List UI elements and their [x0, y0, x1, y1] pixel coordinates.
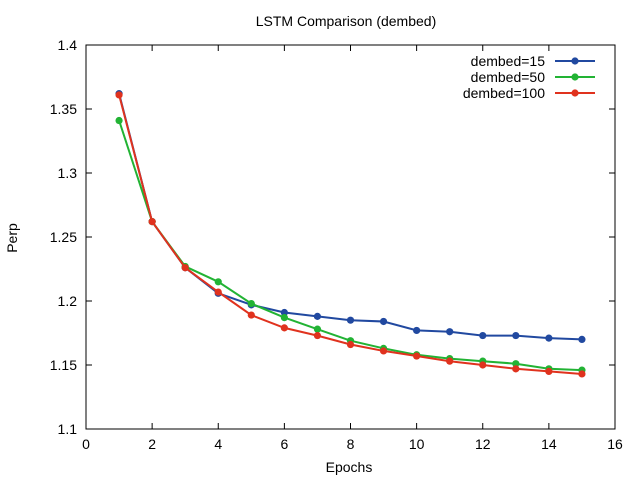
data-point — [379, 317, 388, 326]
legend-marker — [571, 73, 579, 81]
series-3 — [115, 91, 586, 378]
legend-label: dembed=50 — [471, 69, 546, 85]
data-point — [247, 311, 255, 319]
data-point — [379, 347, 388, 355]
data-point — [313, 331, 322, 340]
plot-frame — [85, 44, 616, 430]
data-point — [115, 116, 123, 125]
data-point — [413, 352, 421, 360]
x-tick-label: 4 — [214, 436, 222, 452]
data-point — [578, 335, 586, 343]
data-point — [280, 324, 288, 332]
x-tick-label: 2 — [148, 436, 156, 452]
x-axis-label: Epochs — [326, 459, 373, 475]
data-point — [148, 218, 156, 226]
legend-label: dembed=15 — [471, 53, 546, 69]
series-1 — [115, 90, 586, 343]
legend-marker — [571, 57, 579, 65]
x-tick-label: 12 — [475, 436, 491, 452]
data-point — [578, 370, 586, 378]
data-point — [512, 365, 520, 373]
legend-marker — [571, 89, 579, 97]
x-tick-label: 6 — [280, 436, 288, 452]
data-point — [214, 278, 222, 286]
data-point — [479, 361, 487, 369]
data-point — [346, 340, 355, 349]
data-point — [313, 312, 322, 320]
data-point — [181, 264, 189, 272]
data-point — [346, 316, 355, 324]
y-tick-label: 1.3 — [58, 165, 78, 181]
data-point — [446, 328, 454, 336]
data-point — [479, 331, 487, 340]
y-tick-label: 1.1 — [58, 421, 78, 437]
data-point — [214, 288, 222, 296]
x-tick-label: 0 — [82, 436, 90, 452]
x-tick-label: 14 — [541, 436, 557, 452]
y-tick-label: 1.2 — [58, 293, 78, 309]
data-point — [545, 334, 553, 342]
x-axis-ticks: 0 2 4 6 8 10 12 14 16 — [82, 45, 623, 452]
data-point — [446, 357, 454, 365]
data-point — [545, 367, 553, 375]
y-tick-label: 1.25 — [50, 229, 77, 245]
legend-label: dembed=100 — [463, 85, 545, 101]
data-point — [512, 360, 520, 368]
plot-area — [85, 44, 616, 430]
y-tick-label: 1.35 — [50, 101, 77, 117]
data-point — [512, 331, 520, 340]
x-tick-label: 8 — [347, 436, 355, 452]
series-line — [118, 93, 582, 341]
x-tick-label: 10 — [409, 436, 425, 452]
data-point — [280, 314, 288, 322]
y-axis-ticks: 1.1 1.15 1.2 1.25 1.3 1.35 1.4 — [50, 37, 615, 437]
series-line — [118, 94, 582, 375]
data-point — [247, 299, 255, 308]
series-line — [118, 120, 582, 372]
data-point — [413, 326, 421, 335]
data-point — [280, 308, 288, 317]
y-tick-label: 1.15 — [50, 357, 77, 373]
chart-title: LSTM Comparison (dembed) — [256, 13, 437, 29]
y-axis-label: Perp — [4, 223, 20, 253]
x-tick-label: 16 — [607, 436, 623, 452]
data-point — [115, 91, 123, 99]
y-tick-label: 1.4 — [58, 37, 78, 53]
series-group — [115, 90, 586, 378]
data-point — [313, 325, 322, 333]
